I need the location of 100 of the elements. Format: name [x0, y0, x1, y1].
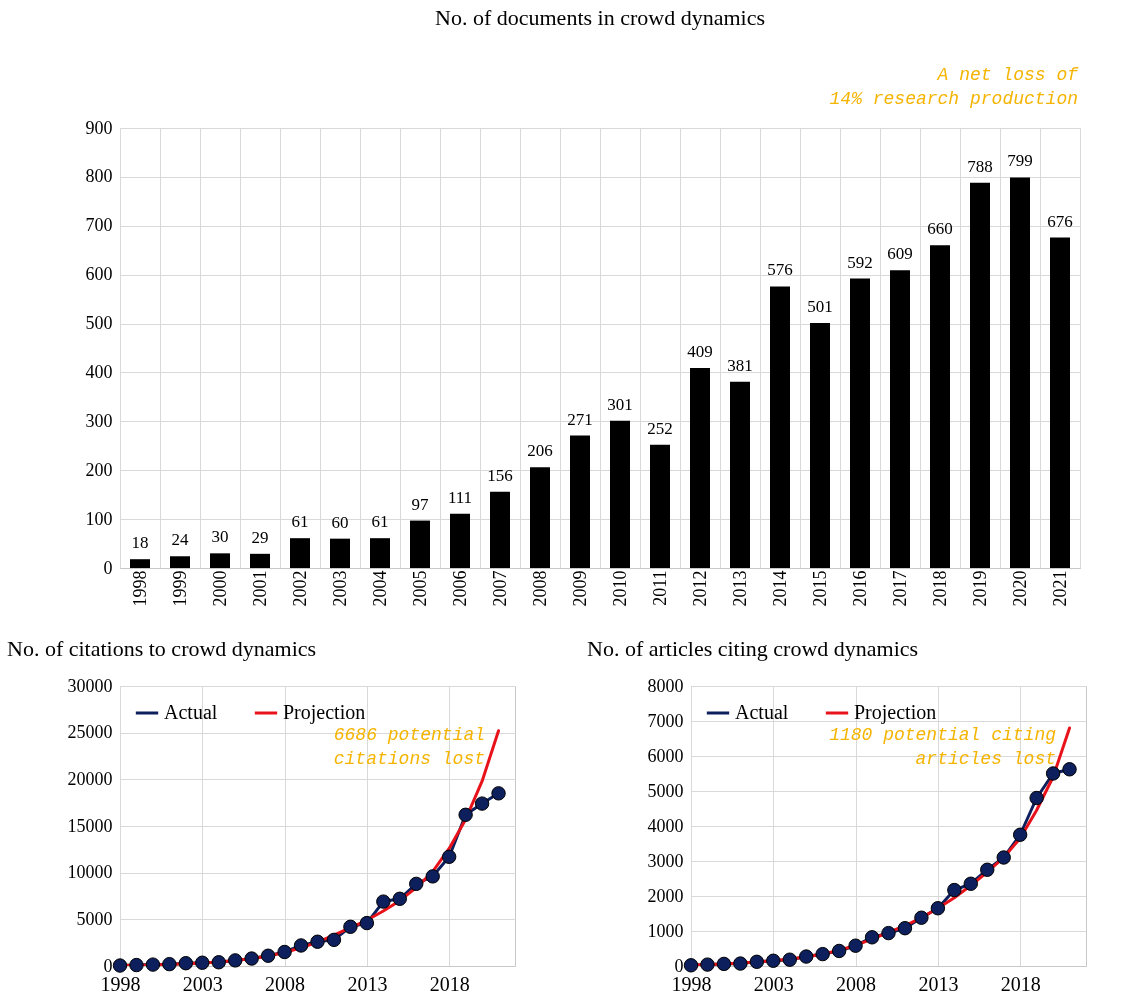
- x-tick-label: 1998: [129, 570, 150, 607]
- point: [683, 958, 699, 973]
- y-tick-label: 200: [85, 459, 113, 480]
- point: [277, 944, 292, 960]
- point: [1062, 762, 1077, 777]
- x-tick-label: 2020: [1009, 570, 1030, 607]
- legend-label: Actual: [164, 701, 218, 723]
- chart-title: No. of articles citing crowd dynamics: [587, 636, 919, 661]
- bar: [1010, 177, 1030, 568]
- point: [733, 956, 748, 971]
- bar: [210, 553, 230, 568]
- point: [799, 949, 814, 964]
- x-tick-label: 2018: [429, 972, 470, 992]
- point: [1012, 827, 1028, 842]
- point: [881, 925, 896, 941]
- point: [914, 910, 929, 925]
- x-tick-label: 2018: [1000, 972, 1041, 992]
- legend-label: Actual: [735, 701, 789, 723]
- x-tick-label: 2001: [249, 570, 270, 607]
- x-tick-label: 2006: [449, 570, 470, 607]
- text: A net loss of 14% research production: [829, 65, 1080, 109]
- legend-label: Projection: [283, 701, 366, 724]
- y-tick-label: 6000: [647, 745, 684, 766]
- y-tick-label: 600: [85, 264, 113, 285]
- data-label: 788: [967, 156, 993, 176]
- y-tick-label: 8000: [647, 675, 684, 696]
- point: [1045, 766, 1061, 781]
- point: [848, 938, 863, 953]
- point: [376, 894, 391, 909]
- data-label: 576: [767, 260, 793, 280]
- x-tick-label: 2008: [836, 972, 877, 992]
- bar: [850, 278, 870, 568]
- y-tick-label: 20000: [67, 768, 113, 789]
- point: [947, 882, 962, 898]
- y-tick-label: 700: [85, 215, 113, 236]
- y-tick-label: 10000: [67, 862, 113, 883]
- bar: [770, 286, 790, 568]
- y-tick-label: 800: [85, 166, 113, 187]
- bar: [690, 368, 710, 568]
- point: [1029, 790, 1044, 806]
- point: [326, 932, 342, 948]
- point: [409, 876, 424, 892]
- y-tick-label: 3000: [647, 850, 684, 871]
- x-tick-label: 2019: [969, 570, 990, 607]
- y-tick-label: 30000: [67, 675, 113, 696]
- data-label: 271: [567, 409, 593, 429]
- bar: [530, 467, 550, 568]
- x-tick-label: 2004: [369, 570, 390, 607]
- bar: [930, 245, 950, 568]
- x-tick-label: 2009: [569, 570, 590, 607]
- annotation: 1180 potential citing articles lost: [829, 725, 1057, 769]
- bar: [490, 491, 510, 568]
- bar: [250, 553, 270, 568]
- y-tick-label: 7000: [647, 710, 684, 731]
- bar: [730, 381, 750, 568]
- bar: [130, 559, 150, 568]
- x-tick-label: 2018: [929, 570, 950, 607]
- point: [897, 921, 913, 936]
- point: [831, 943, 847, 959]
- point: [930, 901, 946, 916]
- x-tick-label: 2008: [265, 972, 306, 992]
- point: [343, 919, 358, 934]
- y-tick-label: 2000: [647, 885, 684, 906]
- y-tick-label: 5000: [647, 780, 684, 801]
- x-tick-label: 2015: [809, 570, 830, 607]
- data-label: 409: [687, 342, 713, 362]
- data-label: 592: [847, 252, 873, 272]
- y-tick-label: 0: [103, 557, 113, 578]
- point: [815, 946, 830, 962]
- point: [980, 862, 995, 877]
- y-tick-label: 4000: [647, 815, 684, 836]
- point: [260, 948, 276, 963]
- y-tick-label: 300: [85, 410, 113, 431]
- y-tick-label: 1000: [647, 920, 684, 941]
- point: [195, 955, 210, 970]
- point: [700, 957, 715, 972]
- data-label: 252: [647, 418, 673, 438]
- point: [491, 786, 506, 801]
- data-label: 111: [447, 487, 473, 507]
- bar: [610, 420, 630, 568]
- x-tick-label: 1999: [169, 570, 190, 607]
- x-tick-label: 2003: [753, 972, 794, 992]
- point: [766, 953, 781, 968]
- point: [963, 876, 978, 891]
- bar: [330, 538, 350, 568]
- x-tick-label: 2013: [729, 570, 750, 607]
- data-label: 61: [371, 512, 389, 532]
- data-label: 206: [527, 441, 553, 461]
- x-tick-label: 2021: [1049, 570, 1070, 607]
- bar: [1050, 237, 1070, 568]
- point: [441, 849, 457, 864]
- x-tick-label: 2016: [849, 570, 870, 607]
- point: [996, 850, 1011, 865]
- chart-title: No. of citations to crowd dynamics: [7, 636, 317, 661]
- bar: [450, 513, 470, 568]
- data-label: 97: [411, 494, 429, 514]
- data-label: 301: [607, 394, 633, 414]
- x-tick-label: 2002: [289, 570, 310, 607]
- bar: [290, 538, 310, 568]
- bar: [170, 556, 190, 568]
